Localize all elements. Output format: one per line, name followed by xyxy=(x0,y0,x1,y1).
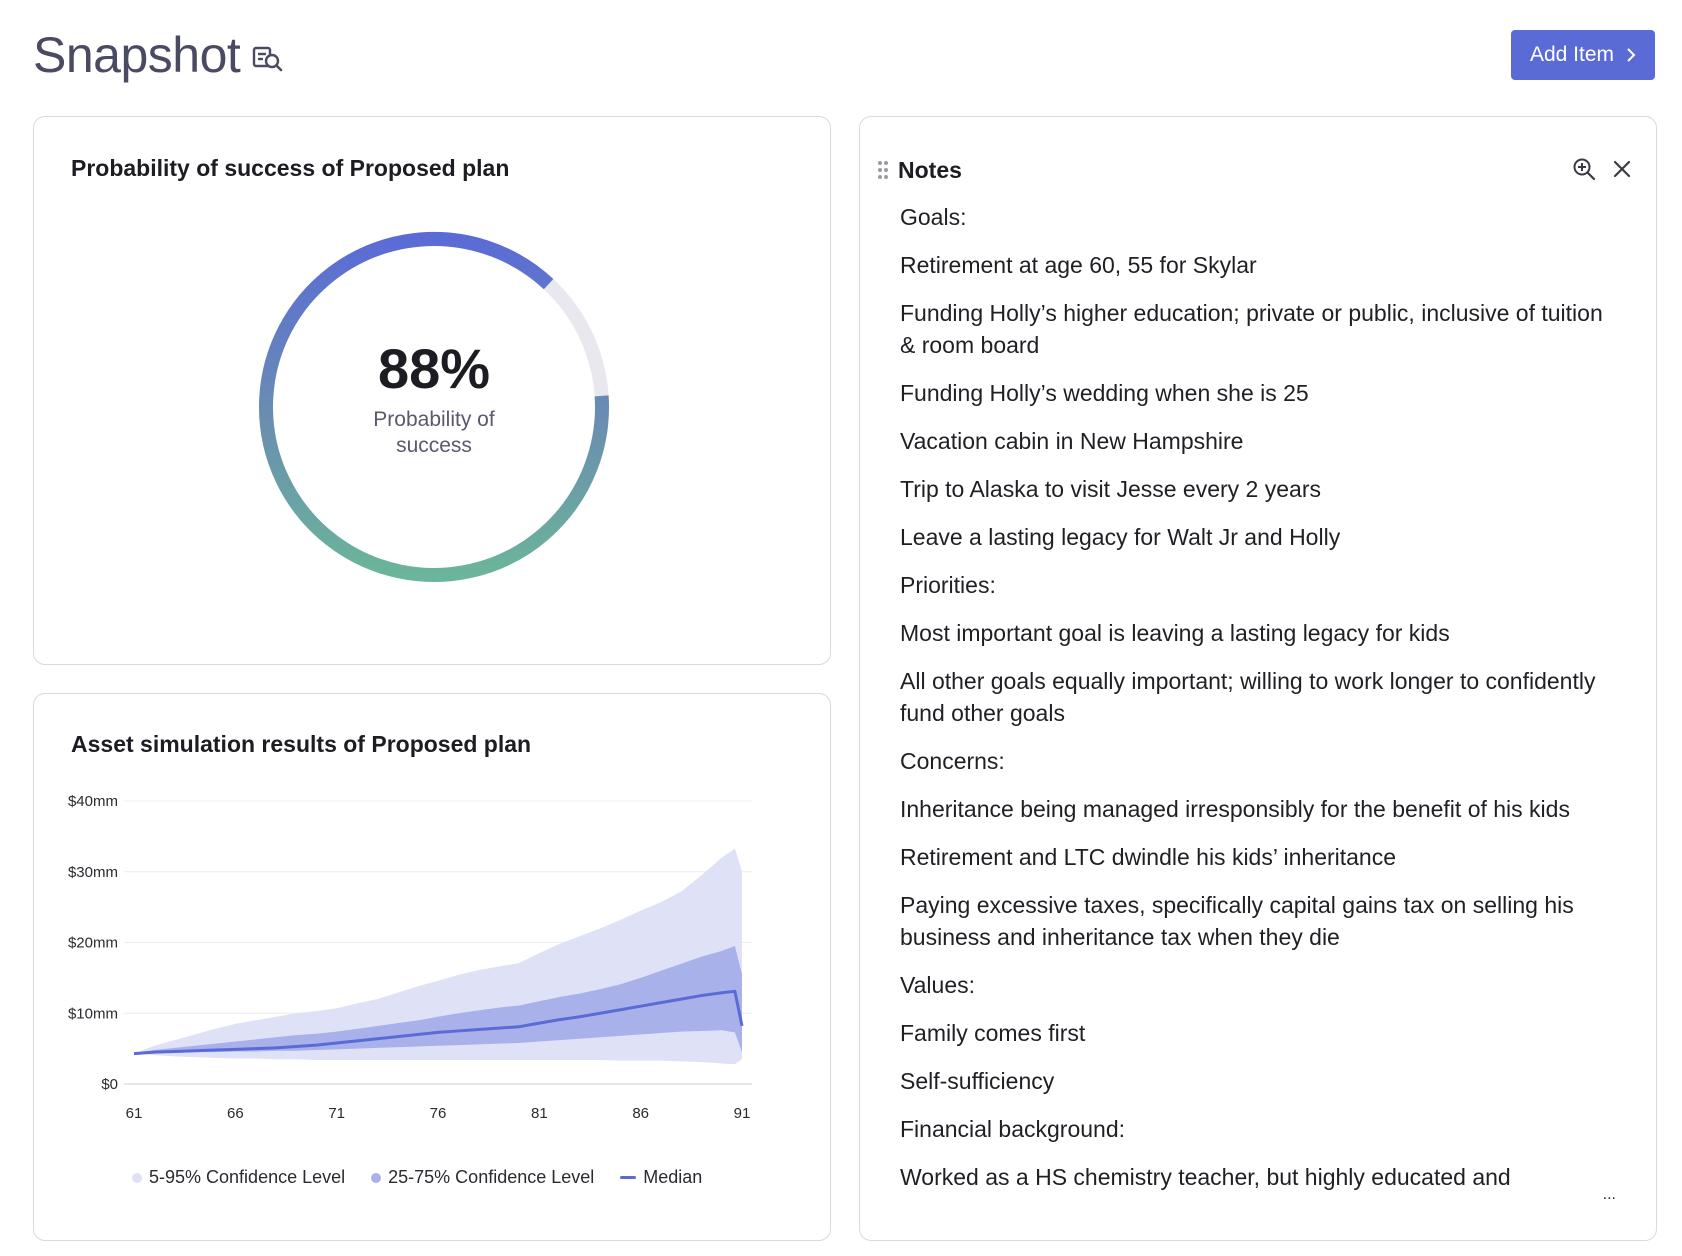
legend-label-75: 25-75% Confidence Level xyxy=(388,1167,595,1187)
notes-header: Notes xyxy=(876,153,1636,187)
legend-label-95: 5-95% Confidence Level xyxy=(149,1167,346,1187)
notes-title: Notes xyxy=(898,156,962,183)
add-item-label: Add Item xyxy=(1529,43,1615,66)
x-tick-label: 81 xyxy=(531,1105,548,1122)
legend-swatch-75 xyxy=(371,1172,382,1183)
asset-simulation-chart: $0 $10mm $20mm $30mm $40mm 61 66 71 76 81 86 91 xyxy=(68,793,752,1122)
chart-legend: 5-95% Confidence Level 25-75% Confidence… xyxy=(132,1167,702,1188)
page-header: Snapshot xyxy=(33,26,284,84)
x-tick-label: 91 xyxy=(734,1105,751,1122)
note-line: Paying excessive taxes, specifically cap… xyxy=(900,892,1574,950)
note-line: Funding Holly’s wedding when she is 25 xyxy=(900,380,1309,406)
legend-swatch-95 xyxy=(132,1172,142,1183)
drag-handle-icon[interactable] xyxy=(876,159,890,181)
donut-chart xyxy=(259,232,609,582)
band-75-area xyxy=(134,946,742,1054)
median-line xyxy=(133,989,744,1056)
probability-value: 88% xyxy=(377,336,491,400)
x-tick-label: 61 xyxy=(126,1105,143,1122)
note-line: Retirement and LTC dwindle his kids’ inh… xyxy=(900,844,1397,870)
note-line: Family comes first xyxy=(900,1020,1086,1046)
x-tick-label: 71 xyxy=(328,1105,345,1122)
note-line: Values: xyxy=(900,972,976,998)
x-tick-label: 66 xyxy=(227,1105,244,1122)
legend-item-median[interactable]: Median xyxy=(620,1167,702,1188)
probability-card: Probability of success of Proposed plan … xyxy=(33,116,831,665)
y-tick-label: $30mm xyxy=(68,864,118,881)
page-title: Snapshot xyxy=(33,27,241,83)
x-tick-label: 86 xyxy=(632,1105,649,1122)
note-line: Retirement at age 60, 55 for Skylar xyxy=(900,252,1257,278)
asset-simulation-card: Asset simulation results of Proposed pla… xyxy=(33,693,831,1241)
legend-item-95[interactable]: 5-95% Confidence Level xyxy=(132,1167,345,1188)
y-tick-label: $0 xyxy=(101,1076,118,1093)
note-line: Concerns: xyxy=(900,748,1005,774)
chevron-right-icon xyxy=(1627,48,1636,62)
notes-body[interactable]: Goals: Retirement at age 60, 55 for Skyl… xyxy=(900,201,1620,1221)
note-line: All other goals equally important; willi… xyxy=(900,668,1596,726)
note-line: Financial background: xyxy=(900,1116,1126,1142)
notes-card: Notes Goals: xyxy=(859,116,1657,1241)
asset-card-title: Asset simulation results of Proposed pla… xyxy=(71,731,532,757)
note-line: Worked as a HS chemistry teacher, but hi… xyxy=(900,1164,1511,1190)
notes-more-indicator[interactable]: ... xyxy=(1602,1186,1616,1203)
x-tick-label: 76 xyxy=(430,1105,447,1122)
legend-swatch-median xyxy=(620,1176,637,1179)
close-icon[interactable] xyxy=(1608,155,1636,183)
note-line: Funding Holly’s higher education; privat… xyxy=(900,300,1603,358)
probability-donut: 88% Probability of success xyxy=(254,227,614,587)
snapshot-search-icon[interactable] xyxy=(252,42,284,74)
y-tick-label: $20mm xyxy=(68,935,118,952)
note-line: Trip to Alaska to visit Jesse every 2 ye… xyxy=(900,476,1321,502)
note-line: Most important goal is leaving a lasting… xyxy=(900,620,1450,646)
y-tick-label: $40mm xyxy=(68,793,118,810)
legend-item-75[interactable]: 25-75% Confidence Level xyxy=(371,1167,594,1188)
note-line: Inheritance being managed irresponsibly … xyxy=(900,796,1570,822)
donut-progress-arc xyxy=(259,232,609,582)
legend-label-median: Median xyxy=(643,1167,703,1187)
add-item-button[interactable]: Add Item xyxy=(1511,30,1655,80)
notes-actions xyxy=(1570,155,1636,183)
y-tick-label: $10mm xyxy=(68,1005,118,1022)
zoom-in-icon[interactable] xyxy=(1570,155,1598,183)
note-line: Priorities: xyxy=(900,572,996,598)
probability-card-title: Probability of success of Proposed plan xyxy=(71,155,510,181)
donut-center: 88% Probability of success xyxy=(254,227,614,587)
note-line: Self-sufficiency xyxy=(900,1068,1055,1094)
note-line: Leave a lasting legacy for Walt Jr and H… xyxy=(900,524,1341,550)
probability-label: Probability of success xyxy=(373,407,495,457)
note-line: Vacation cabin in New Hampshire xyxy=(900,428,1244,454)
note-line: Goals: xyxy=(900,204,967,230)
